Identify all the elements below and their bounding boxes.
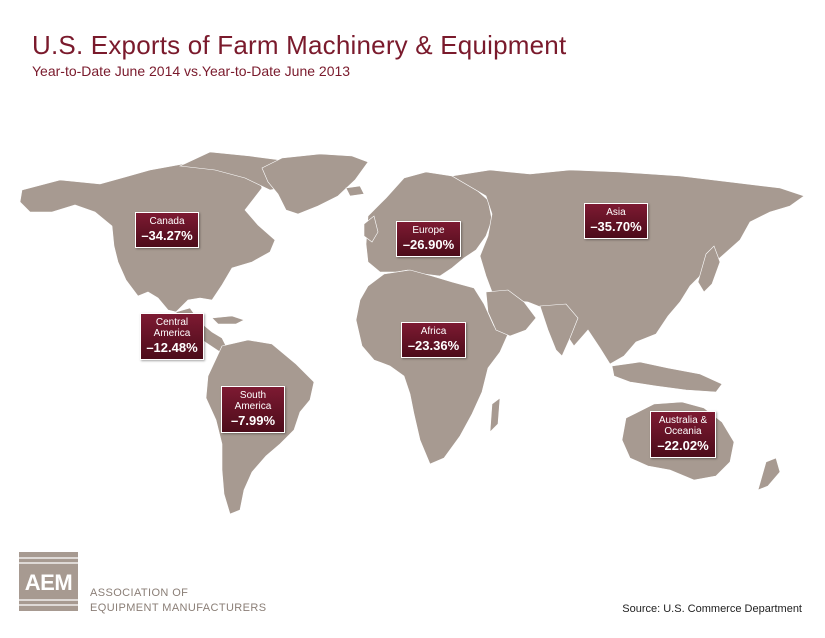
landmass-greenland: [261, 153, 369, 215]
region-name: Europe: [412, 225, 445, 236]
region-name: Canada: [149, 216, 185, 227]
aem-logo: AEM: [19, 552, 78, 611]
logo-stripes-icon: [19, 557, 78, 606]
region-value: –12.48%: [146, 340, 198, 355]
region-label-australia-oceania: Australia & Oceania –22.02%: [650, 411, 716, 458]
region-label-south-america: South America –7.99%: [221, 386, 285, 433]
org-line-2: EQUIPMENT MANUFACTURERS: [90, 602, 267, 614]
region-value: –35.70%: [590, 219, 642, 234]
region-label-canada: Canada –34.27%: [135, 212, 199, 248]
landmass-southeast-asia-islands: [611, 361, 723, 393]
region-value: –22.02%: [657, 438, 709, 453]
region-label-europe: Europe –26.90%: [396, 221, 461, 257]
landmass-iceland: [345, 185, 365, 197]
landmass-madagascar: [489, 397, 501, 433]
landmass-asia: [451, 169, 805, 365]
region-name: Central America: [153, 317, 191, 339]
landmass-caribbean: [211, 315, 245, 325]
region-name: Australia & Oceania: [658, 415, 708, 437]
region-label-central-america: Central America –12.48%: [140, 313, 204, 360]
region-value: –7.99%: [230, 413, 276, 428]
landmass-africa: [355, 269, 509, 465]
map-title: U.S. Exports of Farm Machinery & Equipme…: [32, 30, 567, 60]
logo-text: AEM: [24, 570, 73, 595]
region-name: Africa: [420, 326, 447, 337]
map-subtitle: Year-to-Date June 2014 vs.Year-to-Date J…: [32, 63, 351, 79]
source-note: Source: U.S. Commerce Department: [622, 603, 802, 615]
landmass-arabia: [485, 289, 537, 337]
region-label-africa: Africa –23.36%: [401, 322, 466, 358]
organization-name: ASSOCIATION OF EQUIPMENT MANUFACTURERS: [90, 586, 266, 616]
region-label-asia: Asia –35.70%: [584, 203, 648, 239]
landmass-british-isles: [363, 215, 379, 243]
org-line-1: ASSOCIATION OF: [90, 587, 189, 599]
region-name: South America: [234, 390, 272, 412]
landmass-new-zealand: [757, 457, 781, 491]
landmass-japan: [697, 245, 721, 293]
region-value: –23.36%: [407, 338, 460, 353]
region-name: Asia: [606, 207, 626, 218]
landmass-india: [539, 303, 579, 357]
region-value: –26.90%: [402, 237, 455, 252]
region-value: –34.27%: [141, 228, 193, 243]
